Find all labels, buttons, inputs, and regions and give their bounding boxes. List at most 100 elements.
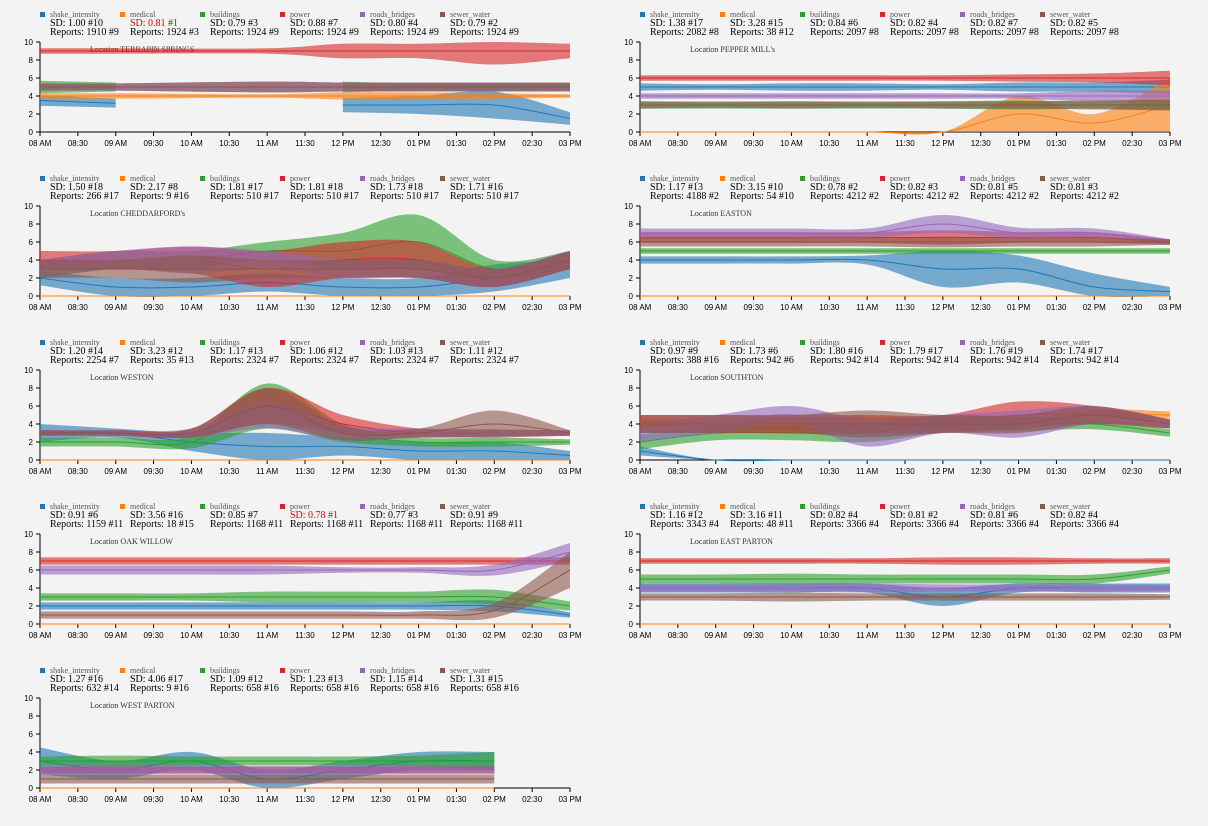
legend-item-shake-intensity[interactable]: shake_intensity SD: 1.16 #12 Reports: 3343… xyxy=(640,502,720,532)
legend-item-power[interactable]: power SD: 1.06 #12 Reports: 2324 #7 xyxy=(280,338,360,368)
legend-item-buildings[interactable]: buildings SD: 0.79 #3 Reports: 1924 #9 xyxy=(200,10,280,40)
x-tick-label: 02 PM xyxy=(1083,139,1106,148)
legend-item-power[interactable]: power SD: 0.88 #7 Reports: 1924 #9 xyxy=(280,10,360,40)
legend-item-roads-bridges[interactable]: roads_bridges SD: 1.73 #18 Reports: 510 #1… xyxy=(360,174,440,204)
x-tick-label: 01:30 xyxy=(1046,303,1067,312)
legend-sd: SD: 0.97 #9 xyxy=(650,346,699,357)
legend-sd: SD: 1.71 #16 xyxy=(450,182,504,193)
legend-swatch xyxy=(360,176,365,181)
legend-item-medical[interactable]: medical SD: 1.73 #6 Reports: 942 #6 xyxy=(720,338,800,368)
legend-item-roads-bridges[interactable]: roads_bridges SD: 1.15 #14 Reports: 658 #1… xyxy=(360,666,440,696)
x-tick-label: 01 PM xyxy=(1007,303,1030,312)
legend-item-power[interactable]: power SD: 1.79 #17 Reports: 942 #14 xyxy=(880,338,960,368)
mean-line-shake-intensity xyxy=(639,450,1170,462)
legend-item-medical[interactable]: medical SD: 3.23 #12 Reports: 35 #13 xyxy=(120,338,200,368)
legend-item-shake-intensity[interactable]: shake_intensity SD: 1.50 #18 Reports: 266 … xyxy=(40,174,120,204)
legend-item-medical[interactable]: medical SD: 3.15 #10 Reports: 54 #10 xyxy=(720,174,800,204)
legend-item-medical[interactable]: medical SD: 0.81 #1 Reports: 1924 #3 xyxy=(120,10,200,40)
legend-item-shake-intensity[interactable]: shake_intensity SD: 0.91 #6 Reports: 1159 … xyxy=(40,502,123,532)
legend-item-sewer-water[interactable]: sewer_water SD: 0.79 #2 Reports: 1924 #9 xyxy=(440,10,520,40)
legend-item-sewer-water[interactable]: sewer_water SD: 0.82 #4 Reports: 3366 #4 xyxy=(1040,502,1120,532)
legend-item-buildings[interactable]: buildings SD: 0.82 #4 Reports: 3366 #4 xyxy=(800,502,880,532)
legend-item-buildings[interactable]: buildings SD: 1.17 #13 Reports: 2324 #7 xyxy=(200,338,280,368)
legend-item-sewer-water[interactable]: sewer_water SD: 1.31 #15 Reports: 658 #16 xyxy=(440,666,520,696)
location-title: Location PEPPER MILL's xyxy=(690,45,775,54)
legend-item-power[interactable]: power SD: 1.23 #13 Reports: 658 #16 xyxy=(280,666,360,696)
legend-category: medical xyxy=(130,10,156,19)
legend-sd: SD: 4.06 #17 xyxy=(130,674,184,685)
legend-item-roads-bridges[interactable]: roads_bridges SD: 0.77 #3 Reports: 1168 #1… xyxy=(360,502,443,532)
legend-item-power[interactable]: power SD: 0.82 #3 Reports: 4212 #2 xyxy=(880,174,960,204)
legend-item-power[interactable]: power SD: 0.81 #2 Reports: 3366 #4 xyxy=(880,502,960,532)
legend-reports: Reports: 510 #17 xyxy=(370,191,439,202)
legend-item-buildings[interactable]: buildings SD: 1.09 #12 Reports: 658 #16 xyxy=(200,666,280,696)
legend-swatch xyxy=(960,504,965,509)
x-tick-label: 12 PM xyxy=(931,467,954,476)
legend-swatch xyxy=(40,668,45,673)
legend-item-buildings[interactable]: buildings SD: 1.81 #17 Reports: 510 #17 xyxy=(200,174,280,204)
legend-sd: SD: 1.00 #10 xyxy=(50,18,104,29)
legend-item-roads-bridges[interactable]: roads_bridges SD: 1.03 #13 Reports: 2324 #… xyxy=(360,338,440,368)
legend-item-shake-intensity[interactable]: shake_intensity SD: 1.27 #16 Reports: 632 … xyxy=(40,666,120,696)
legend-reports: Reports: 658 #16 xyxy=(450,683,519,694)
legend-item-medical[interactable]: medical SD: 3.56 #16 Reports: 18 #15 xyxy=(120,502,200,532)
legend-item-buildings[interactable]: buildings SD: 1.80 #16 Reports: 942 #14 xyxy=(800,338,880,368)
x-tick-label: 01:30 xyxy=(1046,467,1067,476)
legend-sd: SD: 0.77 #3 xyxy=(370,510,419,521)
y-tick-label: 2 xyxy=(29,602,34,611)
x-tick-label: 02:30 xyxy=(522,139,543,148)
x-tick-label: 01 PM xyxy=(1007,139,1030,148)
legend-item-medical[interactable]: medical SD: 3.28 #15 Reports: 38 #12 xyxy=(720,10,800,40)
y-tick-label: 2 xyxy=(629,110,634,119)
legend-item-sewer-water[interactable]: sewer_water SD: 1.71 #16 Reports: 510 #17 xyxy=(440,174,520,204)
x-tick-label: 03 PM xyxy=(558,139,581,148)
legend-category: sewer_water xyxy=(450,502,491,511)
legend-item-sewer-water[interactable]: sewer_water SD: 0.81 #3 Reports: 4212 #2 xyxy=(1040,174,1120,204)
legend-item-sewer-water[interactable]: sewer_water SD: 1.11 #12 Reports: 2324 #7 xyxy=(440,338,520,368)
legend-sd: SD: 1.38 #17 xyxy=(650,18,704,29)
legend-item-buildings[interactable]: buildings SD: 0.84 #6 Reports: 2097 #8 xyxy=(800,10,880,40)
legend-item-power[interactable]: power SD: 0.82 #4 Reports: 2097 #8 xyxy=(880,10,960,40)
x-tick-label: 03 PM xyxy=(1158,467,1181,476)
chart: Location OAK WILLOW 0 2 4 6 8 10 08 AM 08:30 09 A… xyxy=(24,530,582,640)
legend-item-roads-bridges[interactable]: roads_bridges SD: 0.81 #6 Reports: 3366 #4 xyxy=(960,502,1040,532)
x-tick-label: 08:30 xyxy=(668,139,689,148)
legend-item-medical[interactable]: medical SD: 4.06 #17 Reports: 9 #16 xyxy=(120,666,200,696)
legend-item-shake-intensity[interactable]: shake_intensity SD: 1.17 #13 Reports: 4188… xyxy=(640,174,720,204)
x-tick-label: 12:30 xyxy=(971,467,992,476)
legend-item-roads-bridges[interactable]: roads_bridges SD: 0.82 #7 Reports: 2097 #8 xyxy=(960,10,1040,40)
legend-item-shake-intensity[interactable]: shake_intensity SD: 1.38 #17 Reports: 2082… xyxy=(640,10,720,40)
legend-item-roads-bridges[interactable]: roads_bridges SD: 1.76 #19 Reports: 942 #1… xyxy=(960,338,1040,368)
legend-item-power[interactable]: power SD: 1.81 #18 Reports: 510 #17 xyxy=(280,174,360,204)
legend-sd: SD: 0.84 #6 xyxy=(810,18,859,29)
mean-line-roads-bridges xyxy=(640,223,1171,243)
legend-item-power[interactable]: power SD: 0.78 #1 Reports: 1168 #11 xyxy=(280,502,363,532)
legend-item-shake-intensity[interactable]: shake_intensity SD: 1.20 #14 Reports: 2254… xyxy=(40,338,120,368)
legend-sd: SD: 0.88 #7 xyxy=(290,18,339,29)
legend: shake_intensity SD: 0.97 #9 Reports: 388 #… xyxy=(640,338,1208,368)
legend-category: medical xyxy=(130,666,156,675)
x-tick-label: 01:30 xyxy=(446,795,467,804)
legend-item-buildings[interactable]: buildings SD: 0.78 #2 Reports: 4212 #2 xyxy=(800,174,880,204)
legend-reports: Reports: 942 #14 xyxy=(810,355,879,366)
legend-reports: Reports: 2324 #7 xyxy=(370,355,439,366)
legend-item-shake-intensity[interactable]: shake_intensity SD: 0.97 #9 Reports: 388 #… xyxy=(640,338,720,368)
x-tick-label: 01 PM xyxy=(1007,631,1030,640)
legend-item-shake-intensity[interactable]: shake_intensity SD: 1.00 #10 Reports: 1910… xyxy=(40,10,120,40)
legend-item-sewer-water[interactable]: sewer_water SD: 0.91 #9 Reports: 1168 #11 xyxy=(440,502,523,532)
y-tick-label: 10 xyxy=(24,530,33,539)
legend-item-sewer-water[interactable]: sewer_water SD: 0.82 #5 Reports: 2097 #8 xyxy=(1040,10,1120,40)
legend-item-medical[interactable]: medical SD: 3.16 #11 Reports: 48 #11 xyxy=(720,502,800,532)
legend-item-sewer-water[interactable]: sewer_water SD: 1.74 #17 Reports: 942 #14 xyxy=(1040,338,1120,368)
legend-item-roads-bridges[interactable]: roads_bridges SD: 0.80 #4 Reports: 1924 #9 xyxy=(360,10,440,40)
legend-category: roads_bridges xyxy=(370,10,415,19)
y-tick-label: 6 xyxy=(29,74,34,83)
x-tick-label: 02 PM xyxy=(1083,631,1106,640)
legend-reports: Reports: 48 #11 xyxy=(730,519,794,530)
legend: shake_intensity SD: 1.27 #16 Reports: 632 … xyxy=(40,666,620,696)
legend-item-roads-bridges[interactable]: roads_bridges SD: 0.81 #5 Reports: 4212 #2 xyxy=(960,174,1040,204)
legend-item-buildings[interactable]: buildings SD: 0.85 #7 Reports: 1168 #11 xyxy=(200,502,283,532)
legend-item-medical[interactable]: medical SD: 2.17 #8 Reports: 9 #16 xyxy=(120,174,200,204)
x-tick-label: 11 AM xyxy=(856,631,878,640)
y-tick-label: 10 xyxy=(24,366,33,375)
